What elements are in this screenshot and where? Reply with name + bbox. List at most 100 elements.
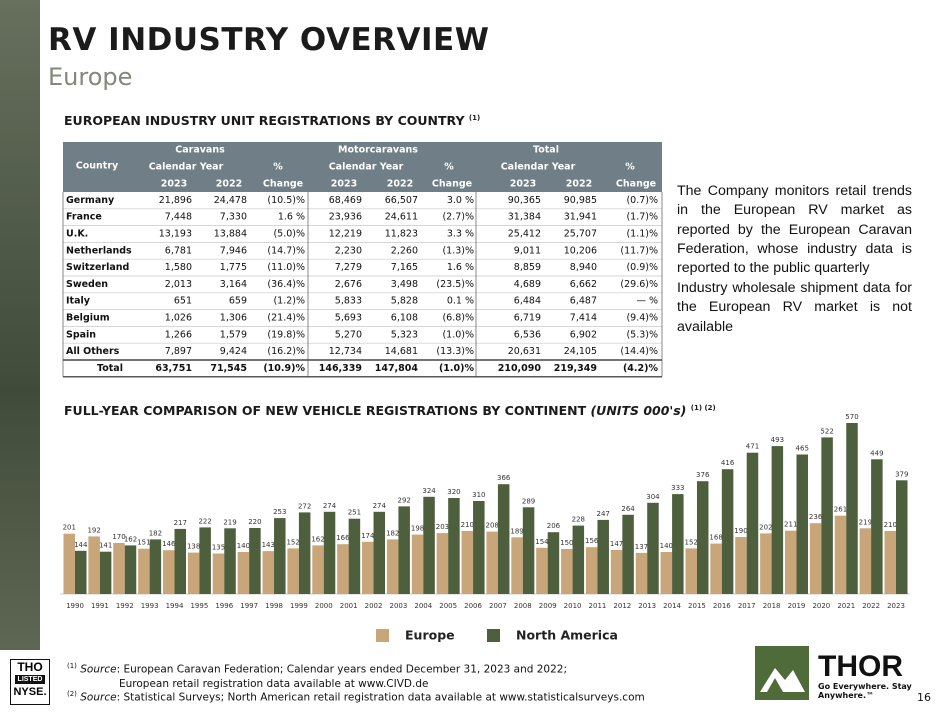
value-label: 261 (834, 506, 847, 514)
cell: (5.0)% (273, 229, 305, 240)
cell: 3.3 % (447, 229, 474, 240)
table-title: EUROPEAN INDUSTRY UNIT REGISTRATIONS BY … (64, 113, 480, 128)
cell: (9.4)% (626, 313, 658, 324)
nyse-logo: THO LISTED NYSE. (10, 659, 50, 705)
bar (224, 528, 236, 594)
value-label: 274 (323, 502, 337, 510)
value-label: 251 (348, 509, 361, 517)
cell: (1.0)% (439, 363, 475, 374)
nyse-line: LISTED (15, 675, 45, 684)
bar (362, 541, 374, 594)
header-group: Caravans (175, 145, 225, 156)
value-label: 416 (721, 459, 735, 467)
cell: 0.1 % (447, 296, 474, 307)
cell: (1.7)% (626, 212, 658, 223)
value-label: 228 (572, 516, 585, 524)
value-label: 190 (734, 527, 747, 535)
cell: 63,751 (155, 363, 192, 374)
bar (511, 537, 523, 594)
header-year: 2022 (387, 179, 413, 190)
cell: 147,804 (375, 363, 419, 374)
cell: 2,230 (335, 245, 362, 256)
chart-title-text: FULL-YEAR COMPARISON OF NEW VEHICLE REGI… (64, 403, 587, 418)
bar (88, 536, 100, 594)
x-tick-label: 2010 (564, 602, 582, 610)
cell: 31,941 (564, 212, 597, 223)
value-label: 198 (411, 525, 424, 533)
cell: 7,414 (570, 313, 597, 324)
cell: 24,611 (385, 212, 418, 223)
cell: (13.3)% (436, 346, 474, 357)
x-tick-label: 2016 (713, 602, 731, 610)
value-label: 201 (63, 524, 76, 532)
footnote-label: Source (80, 691, 117, 704)
bar (547, 532, 560, 594)
bar (746, 452, 759, 594)
value-label: 143 (262, 541, 275, 549)
x-tick-label: 1990 (66, 602, 84, 610)
value-label: 471 (746, 443, 759, 451)
value-label: 192 (87, 526, 100, 534)
country-name: Switzerland (66, 262, 129, 273)
cell: 11,823 (385, 229, 418, 240)
legend-swatch (487, 629, 500, 642)
cell: 5,828 (391, 296, 418, 307)
cell: 1.6 % (447, 262, 474, 273)
header-year: 2022 (216, 179, 242, 190)
cell: 12,219 (329, 229, 362, 240)
cell: (6.8)% (442, 313, 474, 324)
value-label: 151 (137, 539, 150, 547)
header-year: 2023 (331, 179, 357, 190)
value-label: 202 (759, 523, 772, 531)
bar (386, 539, 399, 594)
cell: 12,734 (329, 346, 362, 357)
bar (75, 550, 87, 594)
cell: 23,936 (329, 212, 362, 223)
cell: 659 (229, 296, 247, 307)
value-label: 152 (286, 538, 299, 546)
bar (237, 552, 250, 594)
x-tick-label: 2000 (315, 602, 333, 610)
cell: (0.9)% (626, 262, 658, 273)
country-name: U.K. (66, 229, 88, 240)
bar (821, 437, 833, 594)
bar (461, 531, 474, 594)
value-label: 141 (99, 542, 112, 550)
bar (871, 459, 883, 594)
value-label: 292 (397, 496, 410, 504)
chart: 1990201144199119214119921701621993151182… (60, 413, 910, 643)
bar (63, 533, 75, 594)
cell: 6,781 (165, 245, 192, 256)
header-pct: % (625, 162, 635, 173)
footnote-text: : European Caravan Federation; Calendar … (116, 663, 567, 676)
cell: (14.4)% (620, 346, 658, 357)
cell: 651 (174, 296, 192, 307)
footnote: (2) Source: Statistical Surveys; North A… (67, 687, 645, 705)
cell: 14,681 (385, 346, 418, 357)
value-label: 137 (635, 543, 648, 551)
x-tick-label: 2009 (539, 602, 557, 610)
country-name: France (66, 212, 102, 223)
legend-label: Europe (405, 628, 455, 643)
cell: 7,897 (165, 346, 192, 357)
cell: 6,662 (570, 279, 597, 290)
bar (610, 549, 623, 594)
x-tick-label: 2006 (464, 602, 482, 610)
value-label: 162 (124, 535, 137, 543)
bar (585, 547, 598, 594)
cell: (1.3)% (442, 245, 474, 256)
value-label: 522 (820, 427, 833, 435)
bar (771, 446, 784, 594)
bar (199, 527, 211, 594)
cell: 90,365 (508, 195, 541, 206)
legend-label: North America (516, 628, 618, 643)
value-label: 210 (884, 521, 897, 529)
nyse-line: THO (17, 660, 43, 674)
bar (113, 543, 125, 594)
x-tick-label: 2015 (688, 602, 706, 610)
value-label: 174 (361, 532, 375, 540)
side-strip (0, 0, 40, 650)
header-group: Motorcaravans (338, 145, 418, 156)
value-label: 144 (74, 541, 88, 549)
bar (522, 507, 535, 594)
